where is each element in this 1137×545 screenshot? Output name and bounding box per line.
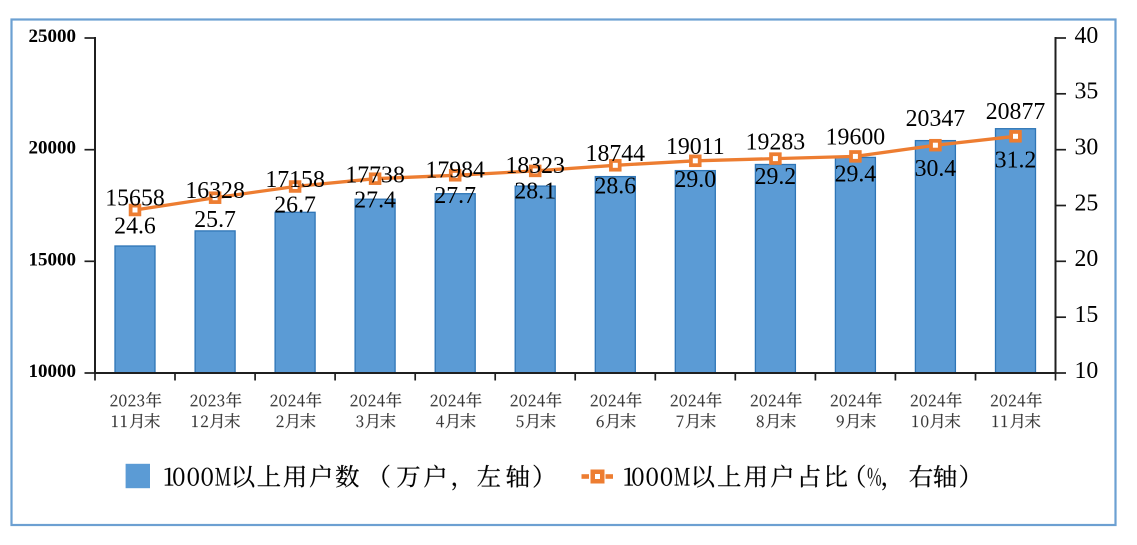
svg-text:30: 30 bbox=[1075, 135, 1099, 161]
svg-text:35: 35 bbox=[1075, 79, 1099, 105]
svg-text:26.7: 26.7 bbox=[274, 192, 316, 218]
svg-text:25: 25 bbox=[1075, 190, 1099, 216]
svg-text:25000: 25000 bbox=[29, 26, 77, 47]
svg-text:19283: 19283 bbox=[746, 129, 806, 155]
svg-text:10: 10 bbox=[1075, 358, 1099, 384]
svg-text:30.4: 30.4 bbox=[915, 156, 957, 182]
svg-text:27.4: 27.4 bbox=[354, 188, 396, 214]
svg-text:15658: 15658 bbox=[105, 185, 165, 211]
svg-text:31.2: 31.2 bbox=[995, 148, 1037, 174]
svg-text:15000: 15000 bbox=[29, 249, 77, 270]
svg-text:29.4: 29.4 bbox=[835, 162, 877, 188]
svg-text:17738: 17738 bbox=[345, 162, 405, 188]
svg-text:25.7: 25.7 bbox=[194, 207, 236, 233]
svg-text:20877: 20877 bbox=[986, 99, 1046, 125]
svg-text:28.6: 28.6 bbox=[594, 173, 636, 199]
svg-text:18744: 18744 bbox=[586, 141, 646, 167]
svg-text:20000: 20000 bbox=[29, 138, 77, 159]
svg-text:15: 15 bbox=[1075, 302, 1099, 328]
svg-text:40: 40 bbox=[1075, 23, 1099, 49]
svg-text:17984: 17984 bbox=[425, 158, 485, 184]
svg-text:18323: 18323 bbox=[505, 153, 565, 179]
svg-text:29.2: 29.2 bbox=[755, 164, 797, 190]
svg-text:28.1: 28.1 bbox=[514, 179, 556, 205]
svg-text:17158: 17158 bbox=[265, 167, 325, 193]
svg-text:19600: 19600 bbox=[826, 125, 886, 151]
svg-text:16328: 16328 bbox=[185, 178, 245, 204]
svg-text:20347: 20347 bbox=[906, 106, 966, 132]
svg-text:20: 20 bbox=[1075, 246, 1099, 272]
svg-text:10000: 10000 bbox=[29, 361, 77, 382]
svg-text:24.6: 24.6 bbox=[114, 214, 156, 240]
svg-text:19011: 19011 bbox=[666, 134, 725, 160]
svg-text:29.0: 29.0 bbox=[674, 167, 716, 193]
svg-text:27.7: 27.7 bbox=[434, 183, 476, 209]
